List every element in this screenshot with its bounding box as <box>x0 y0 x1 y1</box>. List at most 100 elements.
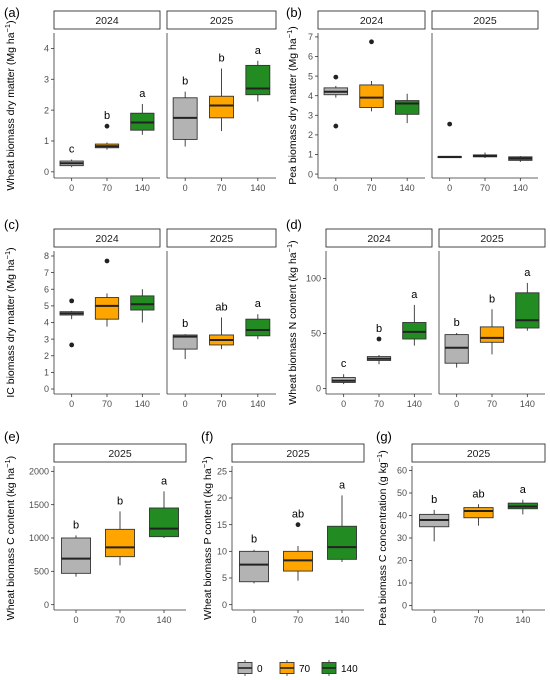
box-body <box>327 525 357 560</box>
box-70: b 70 <box>94 110 120 193</box>
facet-strip <box>231 443 365 463</box>
box-body <box>209 95 234 119</box>
y-tick-label: 2000 <box>29 467 49 477</box>
outlier-point <box>104 258 110 264</box>
y-tick-label: 0 <box>316 384 321 394</box>
facet-strip-label: 2025 <box>108 448 132 460</box>
y-tick-label: 500 <box>34 567 49 577</box>
x-tick-label: 70 <box>293 615 303 625</box>
y-tick-label: 6 <box>44 284 49 294</box>
y-axis-label: Wheat biomass N content (kg ha−1) <box>285 240 299 404</box>
x-tick-label: 70 <box>102 183 112 193</box>
y-tick-label: 5 <box>222 573 227 583</box>
box-0: c0 <box>331 358 356 409</box>
facet-strip-label: 2025 <box>210 233 234 245</box>
box-body <box>463 507 494 519</box>
y-tick-label: 10 <box>397 578 407 588</box>
significance-letter: a <box>524 267 531 279</box>
box-body <box>444 334 469 364</box>
x-tick-label: 70 <box>366 183 376 193</box>
facet-strip <box>166 10 277 30</box>
legend-item-70: 70 <box>279 660 311 676</box>
significance-letter: ab <box>215 302 227 314</box>
box-body <box>94 297 120 320</box>
box-140: 140 <box>130 289 155 409</box>
legend-label: 70 <box>299 664 311 675</box>
box-140: a 140 <box>515 267 540 409</box>
legend-item-0: 0 <box>237 660 263 676</box>
facet-strip-label: 2025 <box>480 233 504 245</box>
box-70: 70 <box>359 39 384 193</box>
facet-2025: 2025 0 70 140 <box>431 10 539 193</box>
significance-letter: a <box>139 88 146 100</box>
box-140: a 140 <box>245 298 271 409</box>
y-tick-label: 3 <box>308 110 313 120</box>
x-tick-label: 140 <box>520 399 535 409</box>
x-tick-label: 0 <box>251 615 256 625</box>
x-tick-label: 0 <box>69 183 74 193</box>
box-70: 70 <box>472 152 498 193</box>
significance-letter: b <box>489 293 495 305</box>
box-body <box>172 334 198 350</box>
box-70: ab 70 <box>463 488 494 625</box>
y-axis-label: IC biomass dry matter (Mg ha−1) <box>3 247 17 397</box>
y-axis-label: Wheat biomass P content (kg ha−1) <box>200 456 214 620</box>
significance-letter: c <box>341 358 347 370</box>
x-tick-label: 0 <box>73 615 78 625</box>
y-tick-label: 100 <box>306 274 321 284</box>
box-140: 140 <box>508 156 533 193</box>
x-tick-label: 140 <box>400 183 415 193</box>
chart-d: (d) Wheat biomass N content (kg ha−1) 0 50 1… <box>285 217 546 409</box>
x-tick-label: 70 <box>102 399 112 409</box>
y-tick-label: 60 <box>397 466 407 476</box>
box-0: b0 <box>239 534 269 625</box>
box-70: 70 <box>94 258 120 409</box>
facet-strip-label: 2024 <box>95 233 119 245</box>
y-tick-label: 3 <box>44 334 49 344</box>
facet-strip <box>317 10 426 30</box>
panel-tag: (g) <box>376 429 392 444</box>
y-tick-label: 20 <box>397 556 407 566</box>
significance-letter: a <box>339 479 346 491</box>
x-tick-label: 140 <box>156 615 171 625</box>
legend-label: 0 <box>257 664 263 675</box>
outlier-point <box>69 342 75 348</box>
x-tick-label: 0 <box>333 183 338 193</box>
box-70: b 70 <box>479 293 505 409</box>
box-body <box>245 318 271 337</box>
y-tick-label: 0 <box>44 384 49 394</box>
box-140: a 140 <box>507 484 538 625</box>
chart-e: (e) Wheat biomass C content (kg ha−1) 0 500… <box>3 429 187 625</box>
facet-2024: 2024 0 70 140 <box>53 228 161 409</box>
facet-strip-label: 2024 <box>367 233 391 245</box>
box-70: ab 70 <box>209 302 234 409</box>
facet-strip <box>53 443 187 463</box>
x-tick-label: 140 <box>334 615 349 625</box>
y-tick-label: 2 <box>44 105 49 115</box>
box-70: b 70 <box>366 323 392 409</box>
box-0: b0 <box>172 76 198 193</box>
y-tick-label: 1 <box>44 368 49 378</box>
panel-tag: (c) <box>4 217 19 232</box>
significance-letter: a <box>255 298 262 310</box>
y-tick-label: 30 <box>397 533 407 543</box>
x-tick-label: 70 <box>216 399 226 409</box>
significance-letter: b <box>376 323 382 335</box>
significance-letter: b <box>117 495 123 507</box>
box-0: b0 <box>61 519 91 625</box>
box-0: b0 <box>419 494 450 625</box>
x-tick-label: 70 <box>473 615 483 625</box>
x-tick-label: 0 <box>447 183 452 193</box>
y-tick-label: 50 <box>311 329 321 339</box>
x-tick-label: 0 <box>183 183 188 193</box>
box-body <box>239 550 269 583</box>
panel-tag: (e) <box>4 429 20 444</box>
outlier-point <box>447 121 453 127</box>
outlier-point <box>104 123 110 129</box>
facet-strip <box>411 443 546 463</box>
x-tick-label: 0 <box>69 399 74 409</box>
